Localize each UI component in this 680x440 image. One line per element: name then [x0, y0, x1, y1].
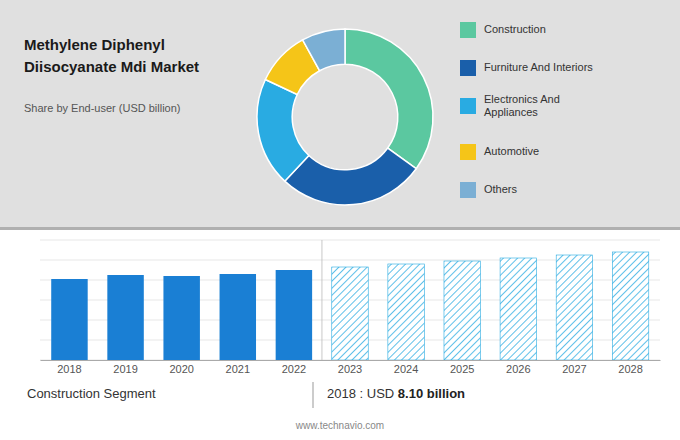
legend-label: Automotive: [484, 145, 539, 157]
x-tick-label: 2027: [562, 363, 586, 375]
x-axis-line: [41, 360, 661, 361]
x-tick: 2022: [282, 360, 306, 375]
footer-value: 2018 : USD 8.10 billion: [327, 386, 465, 401]
x-tick-label: 2020: [169, 363, 193, 375]
pie-slice: [345, 29, 433, 169]
x-tick: 2023: [338, 360, 362, 375]
x-tick: 2018: [57, 360, 81, 375]
legend-label: Electronics AndAppliances: [484, 92, 560, 117]
footer-value-label: 2018 : USD: [327, 386, 398, 401]
pie-slice: [303, 29, 345, 71]
pie: [257, 29, 433, 205]
legend-label: Others: [484, 183, 518, 195]
bar: [500, 258, 536, 360]
subtitle: Share by End-user (USD billion): [24, 102, 181, 114]
divider: [0, 227, 680, 230]
legend-label: Furniture And Interiors: [484, 61, 593, 73]
legend-swatch: [460, 182, 476, 198]
x-tick-label: 2022: [282, 363, 306, 375]
x-tick: 2020: [169, 360, 193, 375]
x-axis: 2018 2019 2020 2021 2022 2023 2024 2025 2026 2027…: [41, 360, 661, 375]
x-tick: 2024: [394, 360, 418, 375]
x-tick-label: 2023: [338, 363, 362, 375]
bar-chart: 2018 2019 2020 2021 2022 2023 2024 2025 2026 2027…: [40, 240, 661, 375]
bar: [51, 279, 87, 360]
x-tick-label: 2018: [57, 363, 81, 375]
chart-root: Methylene DiphenylDiisocyanate Mdi Marke…: [0, 0, 680, 440]
footer-value-bold: 8.10 billion: [398, 386, 465, 401]
separator: [321, 240, 322, 360]
title: Methylene DiphenylDiisocyanate Mdi Marke…: [24, 36, 199, 75]
x-tick-label: 2019: [113, 363, 137, 375]
bar: [163, 276, 199, 360]
x-tick: 2025: [450, 360, 474, 375]
x-tick: 2019: [113, 360, 137, 375]
x-tick: 2028: [618, 360, 642, 375]
grid-line: [40, 240, 660, 241]
bar: [556, 255, 592, 360]
x-tick: 2026: [506, 360, 530, 375]
x-tick-label: 2024: [394, 363, 418, 375]
bar: [444, 261, 480, 360]
x-tick-label: 2026: [506, 363, 530, 375]
legend-swatch: [460, 60, 476, 76]
x-tick-label: 2028: [618, 363, 642, 375]
legend-label: Construction: [484, 23, 546, 35]
x-tick-label: 2025: [450, 363, 474, 375]
top-background: [0, 0, 680, 229]
bar: [107, 275, 143, 360]
footer-separator: [312, 382, 313, 408]
bar: [612, 252, 648, 360]
x-tick: 2021: [226, 360, 250, 375]
bottom-background: [0, 229, 680, 440]
footer-url: www.technavio.com: [295, 420, 384, 431]
bar: [276, 270, 312, 360]
legend-swatch: [460, 22, 476, 38]
legend-swatch: [460, 144, 476, 160]
bar: [332, 267, 368, 360]
grid: [40, 240, 660, 360]
legend-swatch: [460, 98, 476, 114]
bar: [220, 274, 256, 360]
pie-slice: [257, 80, 309, 182]
bars: [51, 252, 649, 360]
x-tick: 2027: [562, 360, 586, 375]
bar: [388, 264, 424, 360]
footer-left: Construction Segment: [27, 386, 156, 401]
legend: Construction Furniture And Interiors Elect…: [460, 22, 593, 198]
x-tick-label: 2021: [226, 363, 250, 375]
